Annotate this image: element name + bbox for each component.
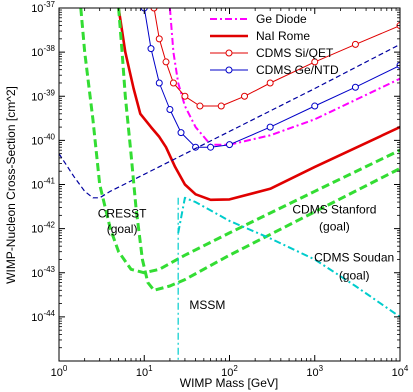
series-point-cdms-si-qet (217, 102, 225, 110)
y-tick-label: 10-44 (31, 309, 55, 324)
series-point-cdms-ge-ntd (311, 102, 319, 110)
y-axis-title: WIMP-Nucleon Cross-Section [cm^2] (4, 86, 18, 284)
series-line-cresst-goal (59, 43, 400, 199)
y-tick-label: 10-39 (31, 88, 55, 103)
series-point-cdms-ge-ntd (207, 143, 215, 151)
y-tick-label: 10-38 (31, 44, 55, 59)
annotation-cdms-soudan: CDMS Soudan (314, 250, 394, 264)
series-line-cdms-si-qet (153, 8, 400, 107)
series-point-cdms-si-qet (311, 58, 319, 66)
x-tick-label: 103 (306, 364, 323, 379)
series-point-cdms-ge-ntd (177, 129, 185, 137)
series-point-cdms-ge-ntd (147, 45, 155, 53)
x-tick-label: 101 (136, 364, 153, 379)
series-line-ge-diode (168, 8, 400, 146)
series-point-cdms-ge-ntd (226, 141, 233, 149)
series-point-cdms-si-qet (196, 102, 204, 110)
series-point-cdms-si-qet (169, 79, 177, 87)
series-point-cdms-si-qet (266, 79, 274, 87)
legend-label-cdms-ge-ntd: CDMS Ge/NTD (256, 63, 339, 77)
series-line-cdms-soudan-goal (117, 8, 400, 292)
annotation-mssm: MSSM (189, 298, 225, 312)
legend-marker-cdms-si-qet (225, 49, 233, 57)
annotation-goal: (goal) (319, 220, 350, 234)
legend-marker-cdms-ge-ntd (225, 66, 233, 74)
series-line-cdms-ge-ntd (143, 8, 400, 148)
legend-label-nai-rome: NaI Rome (256, 29, 310, 43)
series-point-cdms-si-qet (241, 92, 249, 100)
plot-frame (58, 7, 401, 362)
y-tick-label: 10-42 (31, 221, 55, 236)
legend-label-cdms-si-qet: CDMS Si/QET (256, 46, 334, 60)
y-tick-label: 10-37 (31, 0, 55, 15)
y-tick-label: 10-40 (31, 132, 55, 147)
series-point-cdms-ge-ntd (351, 83, 359, 91)
series-point-cdms-ge-ntd (166, 106, 174, 114)
annotation-goal: (goal) (107, 222, 138, 236)
annotation-cdms-stanford: CDMS Stanford (292, 203, 376, 217)
x-tick-label: 100 (51, 364, 68, 379)
series-point-cdms-si-qet (351, 40, 359, 48)
series-line-nai-rome (117, 8, 400, 202)
x-tick-label: 102 (221, 364, 238, 379)
y-tick-label: 10-43 (31, 265, 55, 280)
series-line-cdms-stanford-goal (79, 8, 400, 275)
x-axis-title: WIMP Mass [GeV] (180, 376, 278, 390)
annotation-cresst: CRESST (98, 206, 147, 220)
x-tick-label: 104 (392, 364, 409, 379)
series-point-cdms-si-qet (150, 8, 158, 12)
series-point-cdms-si-qet (162, 58, 170, 66)
series-point-cdms-ge-ntd (155, 79, 163, 87)
series-point-cdms-si-qet (155, 35, 163, 43)
legend-label-ge-diode: Ge Diode (256, 12, 307, 26)
series-point-cdms-ge-ntd (266, 123, 274, 131)
annotation-goal: (goal) (339, 269, 370, 283)
y-tick-label: 10-41 (31, 177, 55, 192)
series-point-cdms-si-qet (181, 92, 189, 100)
series-line-mssm (177, 196, 400, 318)
